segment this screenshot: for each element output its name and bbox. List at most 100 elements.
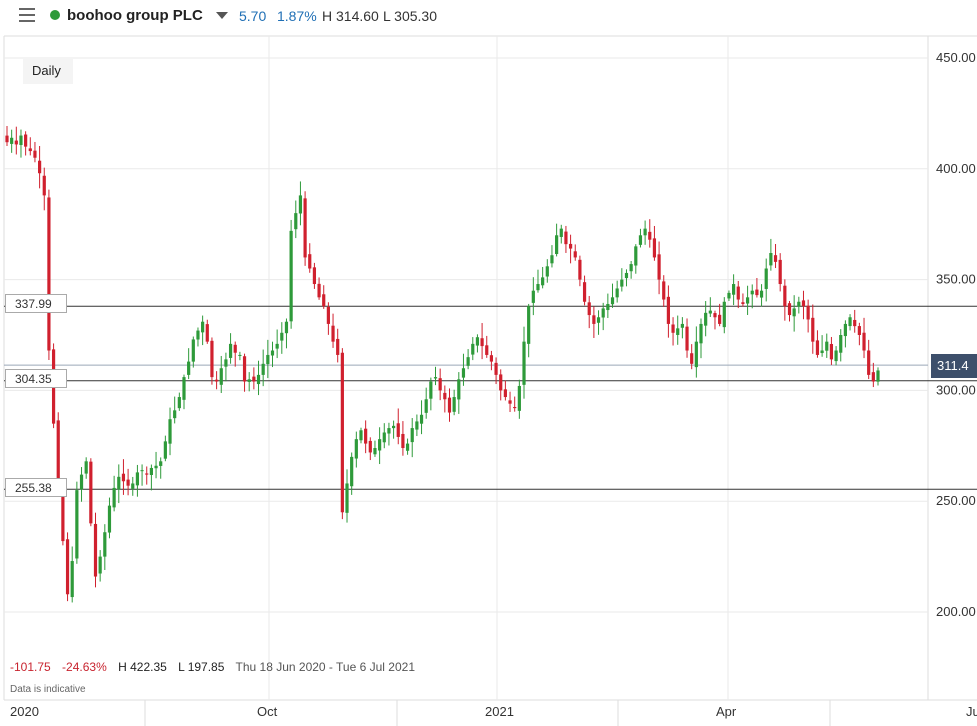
- candle: [773, 243, 778, 269]
- candle-body: [303, 198, 307, 258]
- candle-body: [61, 489, 65, 542]
- candle: [601, 302, 605, 331]
- candle-body: [769, 253, 773, 266]
- candle-body: [336, 338, 340, 355]
- level-label-1[interactable]: 337.99: [5, 294, 67, 313]
- candle: [378, 427, 382, 465]
- candle-body: [853, 319, 857, 327]
- range-high: H 422.35: [118, 660, 167, 674]
- candle-body: [624, 272, 629, 279]
- candle-body: [284, 321, 289, 334]
- candle: [801, 290, 806, 320]
- candle: [848, 314, 852, 331]
- candle-body: [797, 301, 801, 307]
- candle: [638, 228, 643, 248]
- candle: [662, 275, 666, 307]
- candle-body: [131, 483, 135, 489]
- candle-body: [145, 473, 149, 475]
- candle-body: [270, 350, 275, 356]
- candle-body: [745, 297, 750, 304]
- day-low: L 305.30: [383, 8, 437, 24]
- candle-body: [503, 389, 507, 398]
- candle: [405, 438, 410, 455]
- candle: [862, 317, 866, 359]
- candle: [680, 317, 684, 339]
- instrument-dropdown-icon[interactable]: [216, 12, 228, 19]
- candle-body: [443, 392, 447, 400]
- candle: [312, 262, 317, 289]
- candle-body: [545, 266, 549, 277]
- candle-body: [568, 243, 573, 249]
- candle-body: [121, 473, 126, 482]
- candle-body: [433, 377, 438, 379]
- candle: [555, 223, 559, 257]
- candle: [103, 524, 107, 570]
- candle-body: [391, 425, 396, 429]
- candle-body: [308, 254, 312, 269]
- candle-body: [19, 135, 23, 146]
- candle-body: [182, 377, 186, 400]
- candle: [685, 318, 689, 358]
- candle: [829, 336, 834, 365]
- candle-body: [238, 354, 242, 356]
- candle-body: [848, 317, 852, 327]
- candle-body: [242, 356, 247, 382]
- candle: [131, 476, 135, 496]
- candle: [820, 335, 824, 357]
- candle: [750, 284, 754, 309]
- candle-body: [256, 374, 261, 385]
- candle-body: [839, 335, 843, 353]
- candle: [294, 200, 298, 239]
- candle: [79, 467, 84, 502]
- candle-body: [759, 290, 764, 298]
- candle: [173, 396, 177, 424]
- candle: [596, 310, 601, 335]
- candle: [438, 368, 442, 401]
- candle-body: [93, 523, 98, 577]
- candle: [401, 421, 405, 456]
- candle-body: [33, 150, 37, 158]
- candle: [419, 400, 424, 435]
- candle: [461, 353, 466, 386]
- candle-body: [89, 461, 93, 524]
- candle: [38, 146, 42, 189]
- candle-body: [578, 259, 582, 280]
- candle-body: [643, 228, 647, 236]
- candle: [224, 352, 228, 382]
- period-button[interactable]: Daily: [23, 58, 73, 84]
- candle-body: [489, 355, 494, 362]
- candle-body: [159, 461, 163, 466]
- candle: [19, 129, 23, 158]
- candle-body: [820, 350, 824, 354]
- candle-body: [149, 467, 153, 475]
- candle-body: [340, 352, 344, 513]
- candle-body: [601, 308, 605, 318]
- candle-body: [350, 456, 354, 487]
- hamburger-menu-icon[interactable]: [19, 8, 35, 22]
- candle: [527, 303, 531, 358]
- level-label-3[interactable]: 255.38: [5, 478, 67, 497]
- day-high: H 314.60: [322, 8, 379, 24]
- candle: [657, 241, 661, 295]
- level-label-2[interactable]: 304.35: [5, 369, 67, 388]
- instrument-name[interactable]: boohoo group PLC: [67, 7, 203, 24]
- candle: [522, 326, 526, 399]
- candle-body: [359, 430, 363, 441]
- candle-body: [690, 353, 694, 364]
- candle-body: [764, 268, 768, 289]
- candle: [70, 546, 74, 603]
- candle-body: [815, 340, 820, 355]
- candle: [568, 234, 573, 264]
- x-tick-label: Jul: [966, 704, 977, 719]
- candle: [876, 367, 880, 386]
- candle: [205, 319, 209, 344]
- candle: [364, 420, 368, 454]
- candle: [806, 299, 810, 333]
- candle: [648, 219, 652, 248]
- candle: [210, 337, 214, 385]
- candle-body: [298, 195, 303, 214]
- candle: [769, 238, 773, 271]
- candle-body: [210, 340, 214, 378]
- candle-body: [652, 238, 657, 258]
